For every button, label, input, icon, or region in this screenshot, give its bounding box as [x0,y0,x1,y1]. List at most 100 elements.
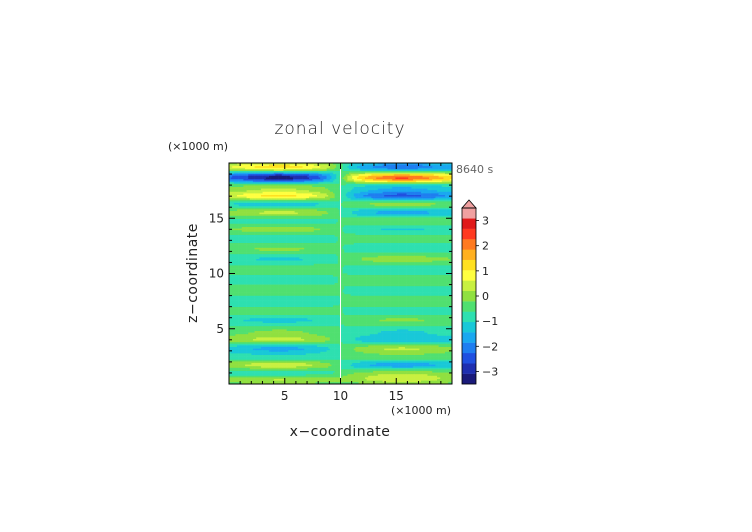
field-cell [261,167,263,170]
field-cell [264,172,267,175]
field-cell [301,172,303,175]
field-cell [398,169,401,172]
field-cell [336,167,339,170]
field-cell [245,167,247,170]
field-cell [369,164,372,167]
field-cell [438,166,441,169]
field-cell [249,174,252,177]
field-cell [288,166,291,169]
field-cell [272,169,275,172]
field-cell [446,172,449,175]
field-cell [256,171,259,173]
field-cell [341,167,343,170]
field-cell [341,163,343,165]
field-cell [411,163,414,165]
field-cell [301,163,303,165]
field-cell [417,167,420,170]
field-cell [302,163,305,165]
field-cell [280,172,283,175]
field-cell [403,171,406,173]
field-cell [371,166,374,169]
field-cell [387,172,390,175]
field-cell [310,169,313,172]
field-cell [393,171,396,173]
field-cell [350,172,353,175]
field-cell [443,166,446,169]
field-cell [381,167,383,170]
field-cell [440,171,443,173]
field-cell [294,172,297,175]
field-cell [253,169,255,172]
field-cell [320,172,323,175]
field-cell [341,169,343,172]
field-cell [253,166,255,169]
field-cell [229,163,231,165]
field-cell [246,166,249,169]
field-cell [358,163,361,165]
field-cell [360,172,363,175]
field-cell [232,163,235,165]
field-cell [421,166,423,169]
field-cell [323,171,326,173]
field-cell [267,172,270,175]
field-cell [373,171,375,173]
field-cell [237,167,239,170]
field-cell [344,172,347,175]
field-cell [392,164,395,167]
field-cell [347,163,350,165]
field-cell [403,164,406,167]
field-cell [440,172,443,175]
field-cell [342,171,345,173]
field-cell [445,167,447,170]
field-cell [368,172,371,175]
field-cell [416,164,419,167]
field-cell [334,163,337,165]
field-cell [273,172,276,175]
field-cell [238,166,241,169]
field-cell [425,167,428,170]
field-cell [389,166,391,169]
field-cell [425,163,428,165]
field-cell [398,172,401,175]
field-cell [315,163,318,165]
field-cell [427,166,430,169]
field-cell [267,163,270,165]
field-cell [352,169,355,172]
field-cell [358,167,361,170]
field-cell [361,172,364,175]
field-cell [406,167,409,170]
field-cell [379,164,382,167]
field-cell [411,171,414,173]
field-cell [296,169,299,172]
field-cell [347,172,350,175]
field-cell [237,164,239,167]
field-cell [352,163,355,165]
field-cell [390,172,393,175]
field-cell [272,172,275,175]
field-cell [376,172,379,175]
field-cell [417,172,420,175]
field-cell [288,169,291,172]
field-cell [256,174,259,177]
field-cell [259,169,262,172]
field-cell [278,169,281,172]
field-cell [317,171,319,173]
field-cell [437,171,439,173]
field-cell [289,172,292,175]
field-cell [270,169,273,172]
field-cell [395,169,398,172]
field-cell [277,174,279,177]
field-cell [357,169,359,172]
field-cell [384,166,387,169]
field-cell [390,171,393,173]
field-cell [262,169,265,172]
field-cell [313,169,316,172]
field-cell [297,169,300,172]
field-cell [245,164,247,167]
field-cell [259,174,262,177]
field-cell [446,167,449,170]
field-cell [390,166,393,169]
field-cell [377,167,380,170]
field-cell [381,171,383,173]
